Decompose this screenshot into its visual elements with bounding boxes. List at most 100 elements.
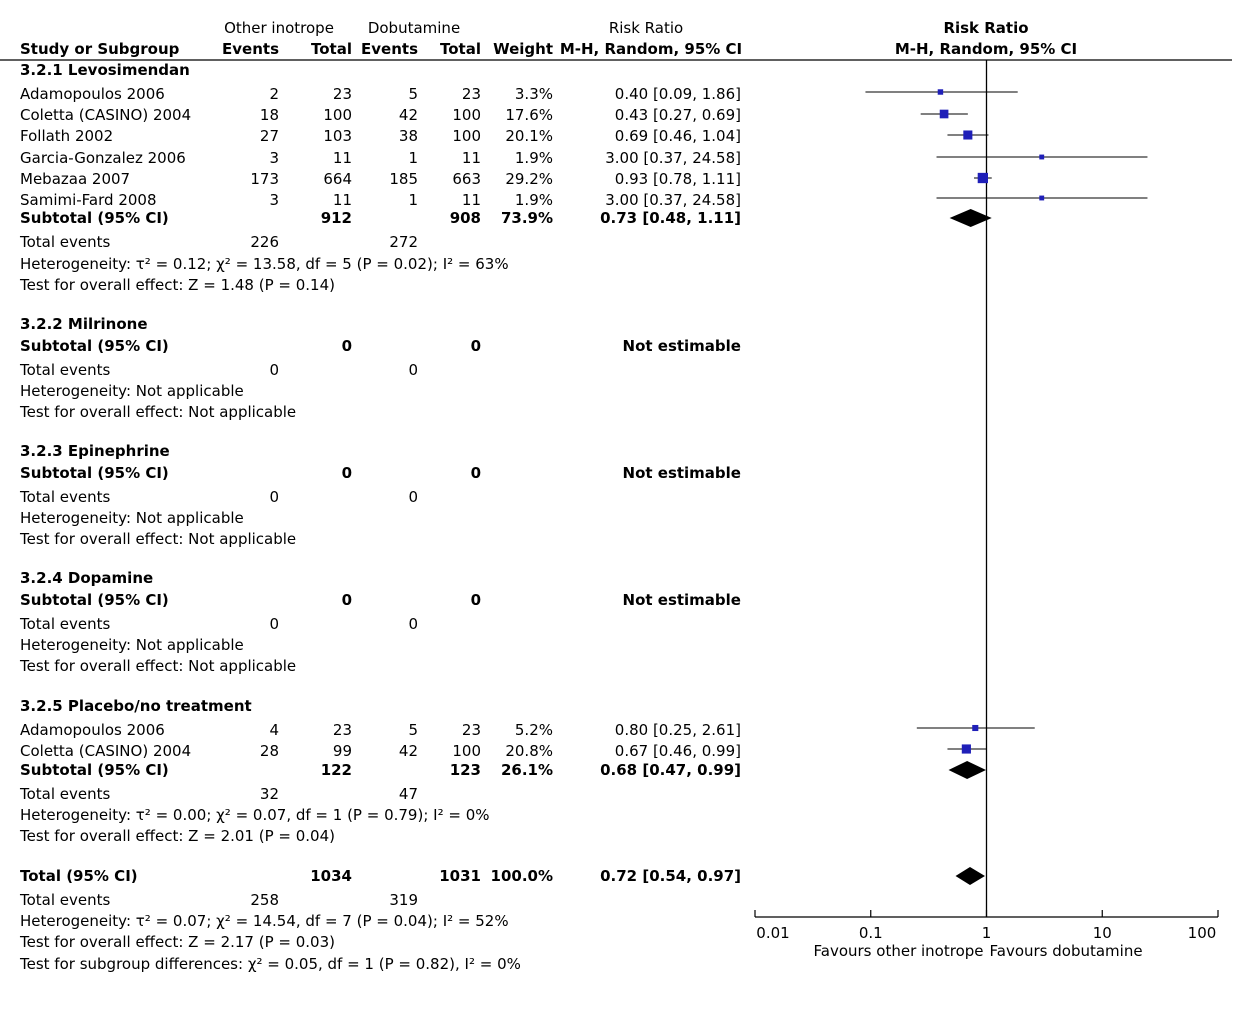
subtotal-total2: 0 — [470, 337, 481, 355]
study-marker — [939, 109, 949, 119]
study-ci: 0.40 [0.09, 1.86] — [614, 85, 741, 103]
study-events1: 18 — [259, 106, 279, 124]
study-total2: 100 — [452, 106, 481, 124]
subtotal-ci: Not estimable — [622, 464, 741, 482]
study-marker — [937, 89, 944, 95]
study-total2: 100 — [452, 127, 481, 145]
study-ci: 0.67 [0.46, 0.99] — [614, 742, 741, 760]
study-total1: 11 — [332, 191, 352, 209]
x-tick-label: 10 — [1093, 924, 1112, 942]
total-events-label: Total events — [20, 785, 111, 803]
x-tick-label: 1 — [982, 924, 992, 942]
study-events2: 42 — [398, 742, 418, 760]
total-events-label: Total events — [20, 361, 111, 379]
study-weight: 1.9% — [514, 149, 553, 167]
col-weight: Weight — [493, 40, 553, 58]
total-events2: 272 — [389, 233, 418, 251]
total-events1: 0 — [269, 361, 279, 379]
subtotal-total1: 0 — [341, 337, 352, 355]
subtotal-total1: 0 — [341, 464, 352, 482]
study-marker — [961, 744, 971, 754]
total-events2: 0 — [408, 361, 418, 379]
study-total1: 100 — [323, 106, 352, 124]
total-total1: 1034 — [310, 867, 352, 885]
subtotal-ci: Not estimable — [622, 337, 741, 355]
subtotal-total1: 0 — [341, 591, 352, 609]
subtotal-total2: 123 — [449, 761, 481, 779]
study-ci: 3.00 [0.37, 24.58] — [605, 191, 741, 209]
study-total1: 23 — [332, 721, 352, 739]
heterogeneity-text: Heterogeneity: τ² = 0.12; χ² = 13.58, df… — [20, 255, 509, 273]
study-weight: 1.9% — [514, 191, 553, 209]
heterogeneity-text: Heterogeneity: τ² = 0.00; χ² = 0.07, df … — [20, 806, 490, 824]
pooled-diamond — [949, 209, 992, 227]
study-total2: 11 — [461, 191, 481, 209]
study-events2: 185 — [389, 170, 418, 188]
total-label: Total (95% CI) — [20, 867, 138, 885]
group2-header: Dobutamine — [367, 19, 461, 37]
study-events1: 28 — [259, 742, 279, 760]
study-name: Garcia-Gonzalez 2006 — [20, 149, 186, 167]
total-events1: 226 — [250, 233, 279, 251]
study-events1: 27 — [259, 127, 279, 145]
favours-left-label: Favours other inotrope — [814, 942, 984, 960]
study-events2: 1 — [408, 191, 418, 209]
plot-method: M-H, Random, 95% CI — [894, 40, 1078, 58]
study-weight: 20.8% — [505, 742, 553, 760]
total-events2: 47 — [398, 785, 418, 803]
col-total1: Total — [311, 40, 352, 58]
col-total2: Total — [440, 40, 481, 58]
total-events1: 258 — [250, 891, 279, 909]
total-events2: 0 — [408, 615, 418, 633]
subgroup-title: 3.2.1 Levosimendan — [20, 61, 190, 79]
subtotal-total1: 122 — [320, 761, 352, 779]
heterogeneity-text: Heterogeneity: Not applicable — [20, 509, 244, 527]
subtotal-ci: Not estimable — [622, 591, 741, 609]
study-events1: 3 — [269, 191, 279, 209]
study-marker — [1039, 195, 1045, 201]
study-events1: 4 — [269, 721, 279, 739]
overall-effect-text: Test for overall effect: Not applicable — [20, 403, 297, 421]
study-total2: 663 — [452, 170, 481, 188]
pooled-diamond — [948, 761, 986, 779]
total-events1: 0 — [269, 488, 279, 506]
col-events1: Events — [222, 40, 279, 58]
total-weight: 100.0% — [490, 867, 553, 885]
study-weight: 17.6% — [505, 106, 553, 124]
subgroup-title: 3.2.2 Milrinone — [20, 315, 148, 333]
subtotal-weight: 73.9% — [500, 209, 553, 227]
study-total2: 100 — [452, 742, 481, 760]
x-tick-label: 0.1 — [859, 924, 883, 942]
study-name: Samimi-Fard 2008 — [20, 191, 157, 209]
study-total2: 11 — [461, 149, 481, 167]
overall-effect-text: Test for overall effect: Z = 1.48 (P = 0… — [20, 276, 335, 294]
rr-header: Risk Ratio — [608, 19, 684, 37]
pooled-diamond — [955, 867, 985, 885]
study-total1: 99 — [332, 742, 352, 760]
subtotal-label: Subtotal (95% CI) — [20, 464, 169, 482]
total-events-label: Total events — [20, 615, 111, 633]
study-weight: 3.3% — [514, 85, 553, 103]
study-ci: 0.69 [0.46, 1.04] — [614, 127, 741, 145]
study-total1: 664 — [323, 170, 352, 188]
subtotal-ci: 0.73 [0.48, 1.11] — [600, 209, 741, 227]
overall-effect-text: Test for overall effect: Not applicable — [20, 530, 297, 548]
subtotal-total1: 912 — [320, 209, 352, 227]
col-study: Study or Subgroup — [20, 40, 180, 58]
study-total1: 103 — [323, 127, 352, 145]
subtotal-total2: 908 — [449, 209, 481, 227]
total-events2: 0 — [408, 488, 418, 506]
total-events-label: Total events — [20, 891, 111, 909]
overall-effect-text: Test for overall effect: Not applicable — [20, 657, 297, 675]
subgroup-title: 3.2.5 Placebo/no treatment — [20, 697, 252, 715]
col-events2: Events — [361, 40, 418, 58]
study-marker — [972, 724, 979, 732]
total-events-label: Total events — [20, 233, 111, 251]
study-name: Adamopoulos 2006 — [20, 85, 165, 103]
subtotal-ci: 0.68 [0.47, 0.99] — [600, 761, 741, 779]
study-name: Coletta (CASINO) 2004 — [20, 742, 192, 760]
study-marker — [963, 130, 973, 140]
total-events1: 32 — [259, 785, 279, 803]
study-name: Coletta (CASINO) 2004 — [20, 106, 192, 124]
